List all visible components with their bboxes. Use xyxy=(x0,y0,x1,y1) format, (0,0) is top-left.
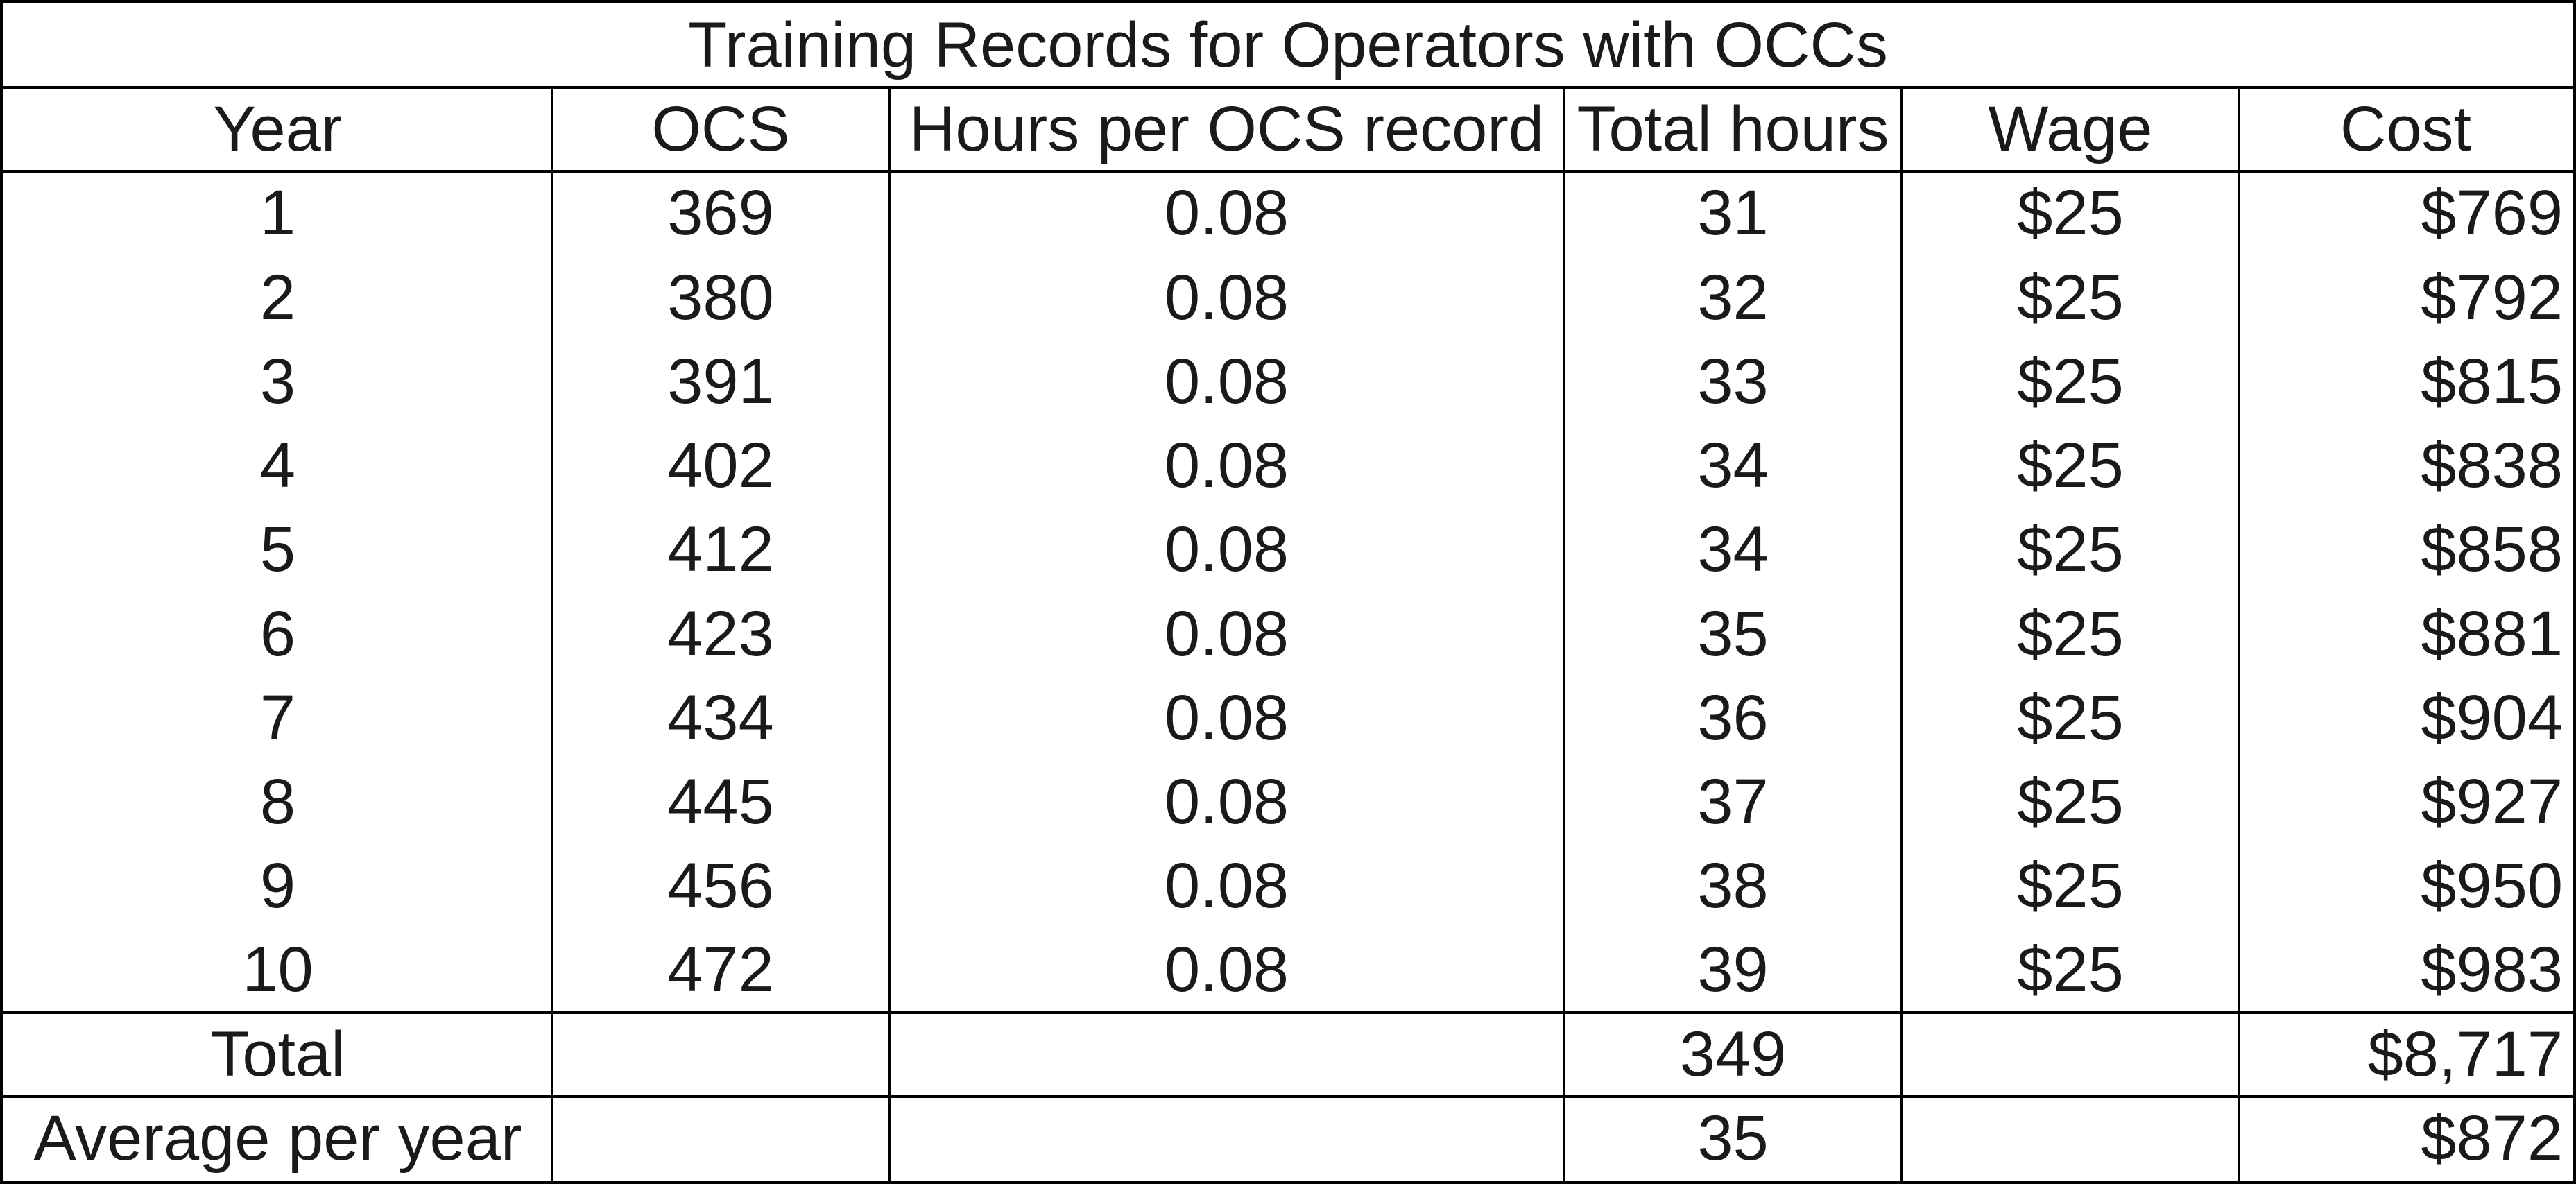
table-cell: 445 xyxy=(667,766,774,837)
table-cell: $25 xyxy=(2017,178,2124,249)
average-label: Average per year xyxy=(33,1102,522,1174)
table-cell: 8 xyxy=(259,766,296,837)
table-cell: 0.08 xyxy=(1164,430,1289,501)
table-cell: 3 xyxy=(259,345,296,417)
table-cell: 0.08 xyxy=(1164,766,1289,837)
column-border xyxy=(2238,87,2240,1181)
table-cell: 380 xyxy=(667,261,774,333)
table-cell: $25 xyxy=(2017,850,2124,922)
column-header: Total hours xyxy=(1577,94,1889,165)
table-cell: 5 xyxy=(259,514,296,585)
total-hours: 349 xyxy=(1679,1018,1787,1090)
table-cell: $25 xyxy=(2017,682,2124,753)
table-cell: 0.08 xyxy=(1164,934,1289,1006)
table-cell: 369 xyxy=(667,178,774,249)
table-cell: 391 xyxy=(667,345,774,417)
table-cell: $25 xyxy=(2017,430,2124,501)
table-cell: 4 xyxy=(259,430,296,501)
table-cell: 39 xyxy=(1697,934,1769,1006)
column-header: Wage xyxy=(1988,94,2153,165)
table-cell: $838 xyxy=(2421,430,2563,501)
column-header: Cost xyxy=(2339,94,2472,165)
table-cell: $881 xyxy=(2421,598,2563,669)
column-border xyxy=(1563,87,1565,1181)
table-cell: 36 xyxy=(1697,682,1769,753)
table-cell: $983 xyxy=(2421,934,2563,1006)
table-cell: 33 xyxy=(1697,345,1769,417)
table-cell: 412 xyxy=(667,514,774,585)
row-border xyxy=(3,1095,2573,1098)
table-cell: $25 xyxy=(2017,514,2124,585)
row-border xyxy=(3,170,2573,173)
table-cell: 32 xyxy=(1697,261,1769,333)
table-cell: $792 xyxy=(2421,261,2563,333)
table-cell: 7 xyxy=(259,682,296,753)
table-cell: 34 xyxy=(1697,430,1769,501)
column-border xyxy=(888,87,891,1181)
column-header: OCS xyxy=(651,94,790,165)
table-cell: 0.08 xyxy=(1164,514,1289,585)
row-border xyxy=(3,86,2573,89)
table-cell: 1 xyxy=(259,178,296,249)
table-cell: 10 xyxy=(242,934,314,1006)
table-cell: 472 xyxy=(667,934,774,1006)
total-cost: $8,717 xyxy=(2367,1018,2563,1090)
table-cell: 402 xyxy=(667,430,774,501)
table-cell: $904 xyxy=(2421,682,2563,753)
table-cell: $25 xyxy=(2017,766,2124,837)
table-cell: 0.08 xyxy=(1164,850,1289,922)
table-cell: 0.08 xyxy=(1164,261,1289,333)
table-cell: $25 xyxy=(2017,598,2124,669)
table-cell: 0.08 xyxy=(1164,345,1289,417)
average-cost: $872 xyxy=(2421,1102,2563,1174)
table-cell: 0.08 xyxy=(1164,178,1289,249)
table-cell: 423 xyxy=(667,598,774,669)
column-header: Year xyxy=(213,94,343,165)
column-header: Hours per OCS record xyxy=(909,94,1545,165)
table-cell: 31 xyxy=(1697,178,1769,249)
row-border xyxy=(3,1011,2573,1014)
table-cell: $769 xyxy=(2421,178,2563,249)
table-cell: 456 xyxy=(667,850,774,922)
column-border xyxy=(551,87,553,1181)
table-title: Training Records for Operators with OCCs xyxy=(688,10,1888,80)
total-label: Total xyxy=(210,1018,345,1090)
table-cell: $25 xyxy=(2017,934,2124,1006)
table-cell: 2 xyxy=(259,261,296,333)
table-cell: $927 xyxy=(2421,766,2563,837)
table-cell: 9 xyxy=(259,850,296,922)
column-border xyxy=(1900,87,1903,1181)
table-cell: 37 xyxy=(1697,766,1769,837)
table-cell: $815 xyxy=(2421,345,2563,417)
table-cell: 434 xyxy=(667,682,774,753)
table-cell: 6 xyxy=(259,598,296,669)
table-cell: $25 xyxy=(2017,345,2124,417)
table-cell: 0.08 xyxy=(1164,598,1289,669)
table-cell: $25 xyxy=(2017,261,2124,333)
table-cell: 0.08 xyxy=(1164,682,1289,753)
table-cell: $858 xyxy=(2421,514,2563,585)
table-cell: 34 xyxy=(1697,514,1769,585)
table-cell: 38 xyxy=(1697,850,1769,922)
table-cell: $950 xyxy=(2421,850,2563,922)
table-cell: 35 xyxy=(1697,598,1769,669)
average-hours: 35 xyxy=(1697,1102,1769,1174)
